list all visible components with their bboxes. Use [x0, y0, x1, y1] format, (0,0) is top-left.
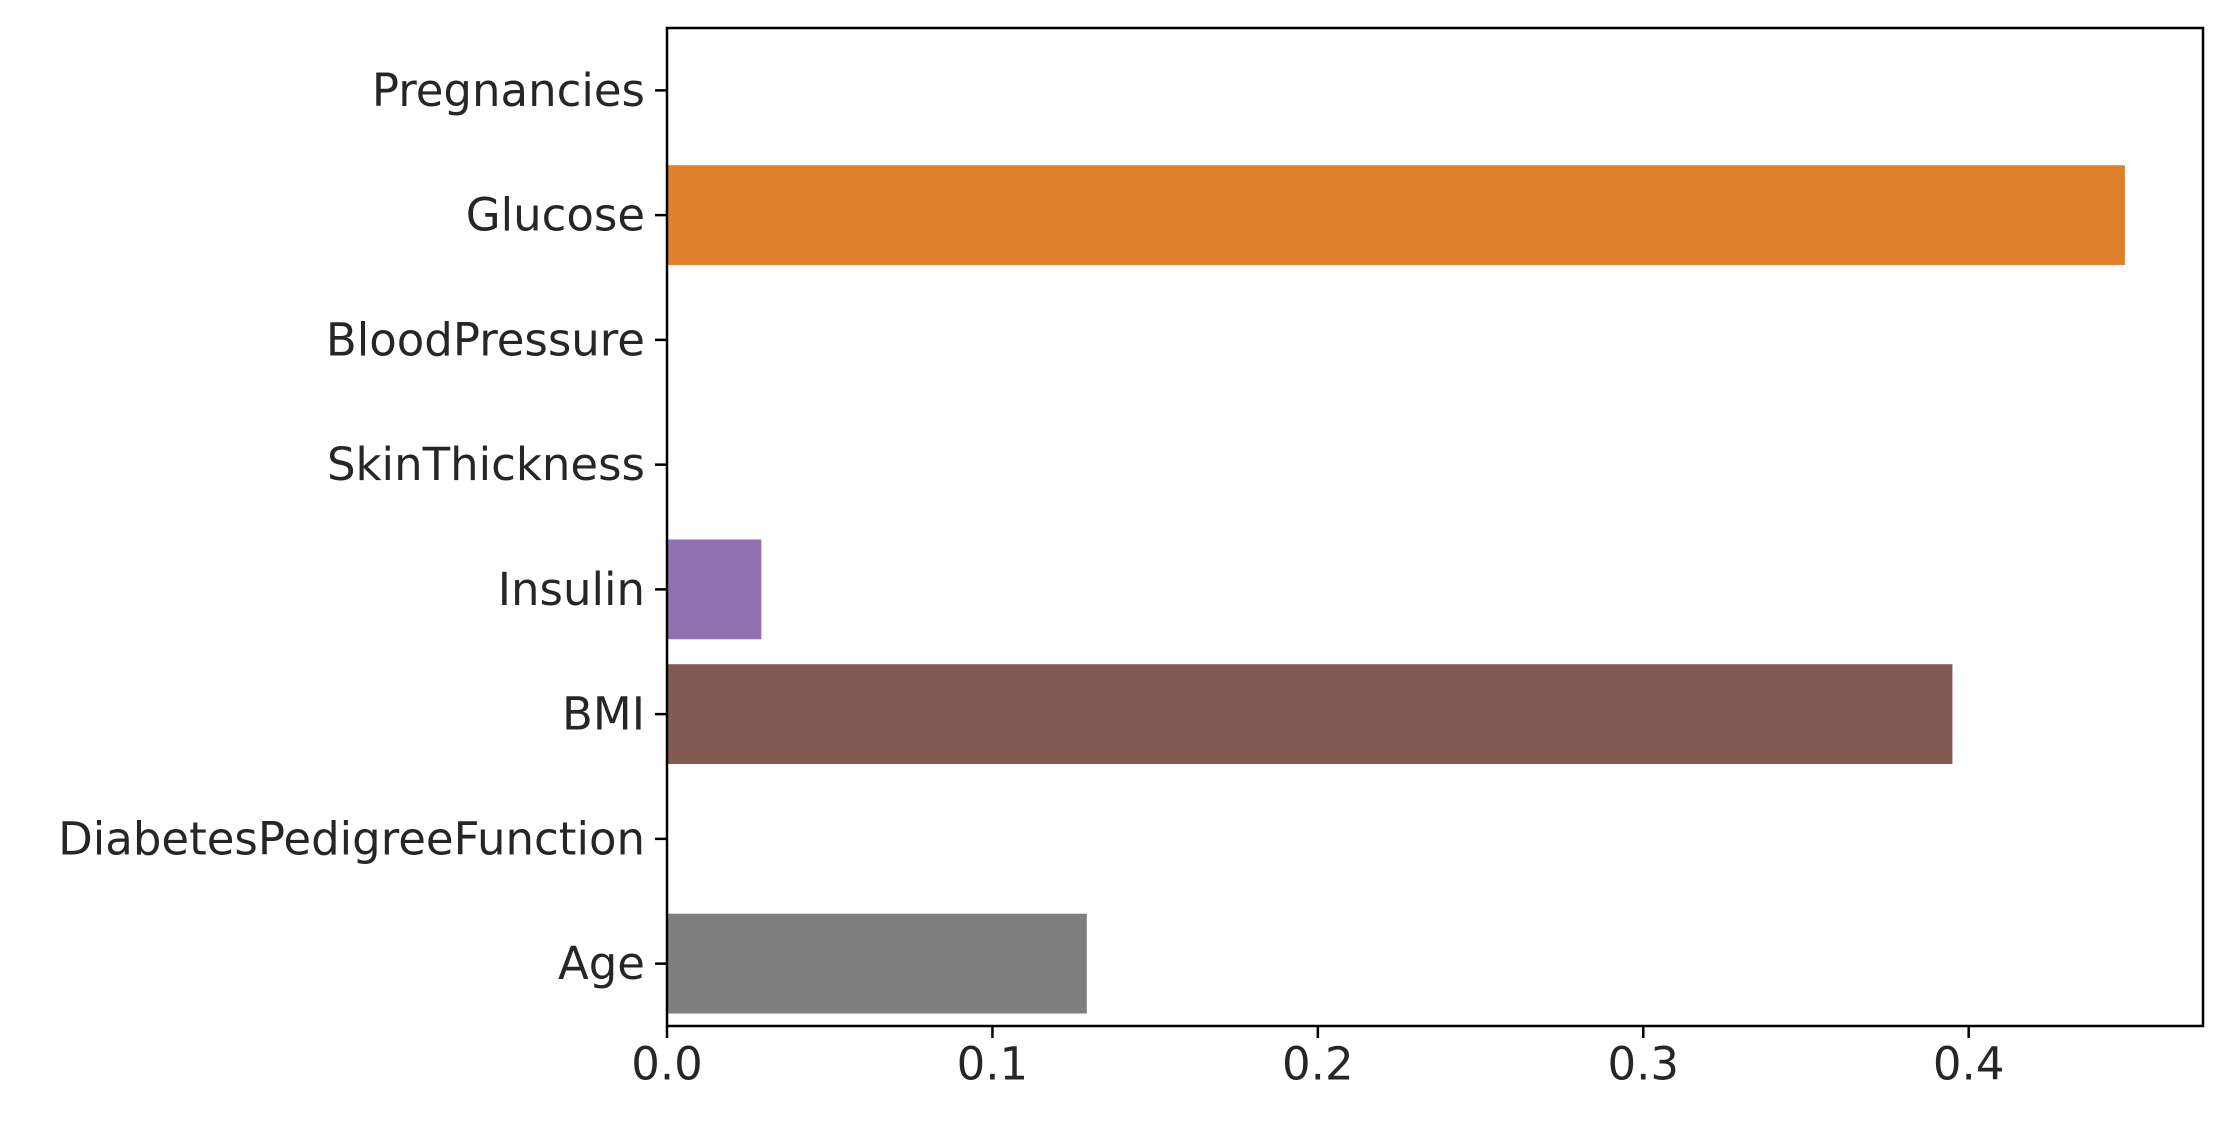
y-axis: Pregnancies Glucose BloodPressure SkinThick… [58, 64, 667, 990]
y-tick-label-glucose: Glucose [466, 189, 645, 242]
bar-age [667, 913, 1087, 1014]
y-tick-label-skinthickness: SkinThickness [327, 438, 645, 491]
bars-layer [667, 165, 2125, 1014]
y-tick-label-insulin: Insulin [498, 563, 645, 616]
x-tick-label: 0.3 [1607, 1038, 1679, 1091]
x-tick-label: 0.0 [631, 1038, 703, 1091]
bar-glucose [667, 165, 2125, 266]
y-tick-label-bloodpressure: BloodPressure [326, 313, 645, 366]
plot-area-frame [665, 26, 2205, 1028]
y-tick-label-diabetespedigreefunction: DiabetesPedigreeFunction [58, 812, 645, 865]
y-tick-label-age: Age [558, 937, 645, 990]
x-tick-label: 0.1 [957, 1038, 1029, 1091]
x-tick-label: 0.2 [1282, 1038, 1354, 1091]
x-axis: 0.0 0.1 0.2 0.3 0.4 [631, 1026, 2004, 1091]
bar-insulin [667, 539, 762, 640]
y-tick-label-pregnancies: Pregnancies [372, 64, 645, 117]
bar-bmi [667, 664, 1953, 765]
y-tick-label-bmi: BMI [562, 688, 645, 741]
x-tick-label: 0.4 [1933, 1038, 2005, 1091]
